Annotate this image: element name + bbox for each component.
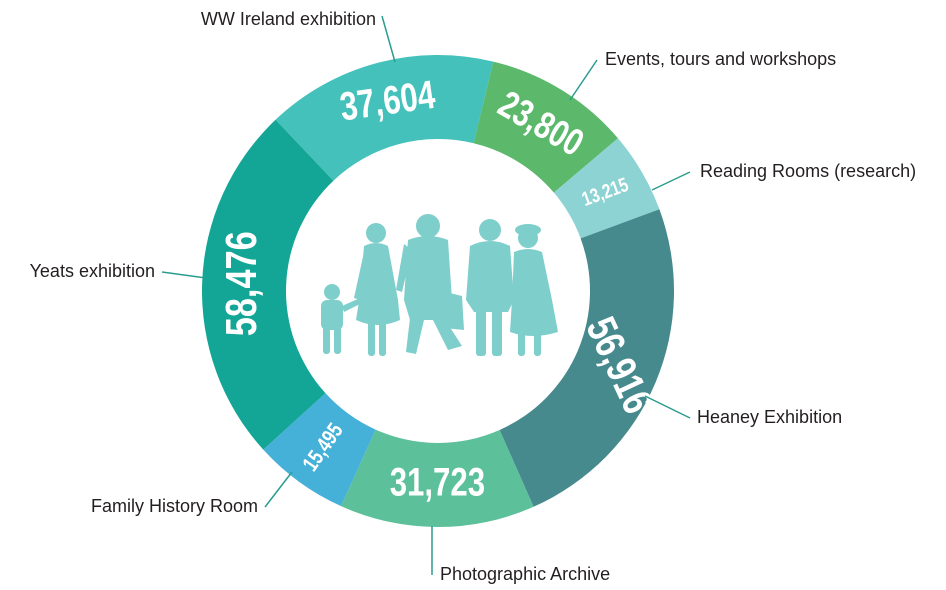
category-label: WW Ireland exhibition <box>201 9 376 29</box>
value-label: 58,476 <box>217 231 266 336</box>
leader-line <box>652 172 690 190</box>
leader-line <box>162 272 206 278</box>
page: {"chart_data": {"type": "donut", "catego… <box>0 0 946 590</box>
category-label: Heaney Exhibition <box>697 407 842 427</box>
category-label: Family History Room <box>91 496 258 516</box>
category-label: Photographic Archive <box>440 564 610 584</box>
leader-line <box>570 60 597 100</box>
leader-line <box>645 396 690 418</box>
value-label: 31,723 <box>390 460 485 505</box>
leader-line <box>382 16 395 62</box>
leader-line <box>265 472 292 507</box>
people-silhouettes <box>321 214 558 356</box>
chart: 37,604WW Ireland exhibition23,800Events,… <box>0 0 946 590</box>
category-label: Events, tours and workshops <box>605 49 836 69</box>
category-label: Reading Rooms (research) <box>700 161 916 181</box>
category-label: Yeats exhibition <box>30 261 155 281</box>
